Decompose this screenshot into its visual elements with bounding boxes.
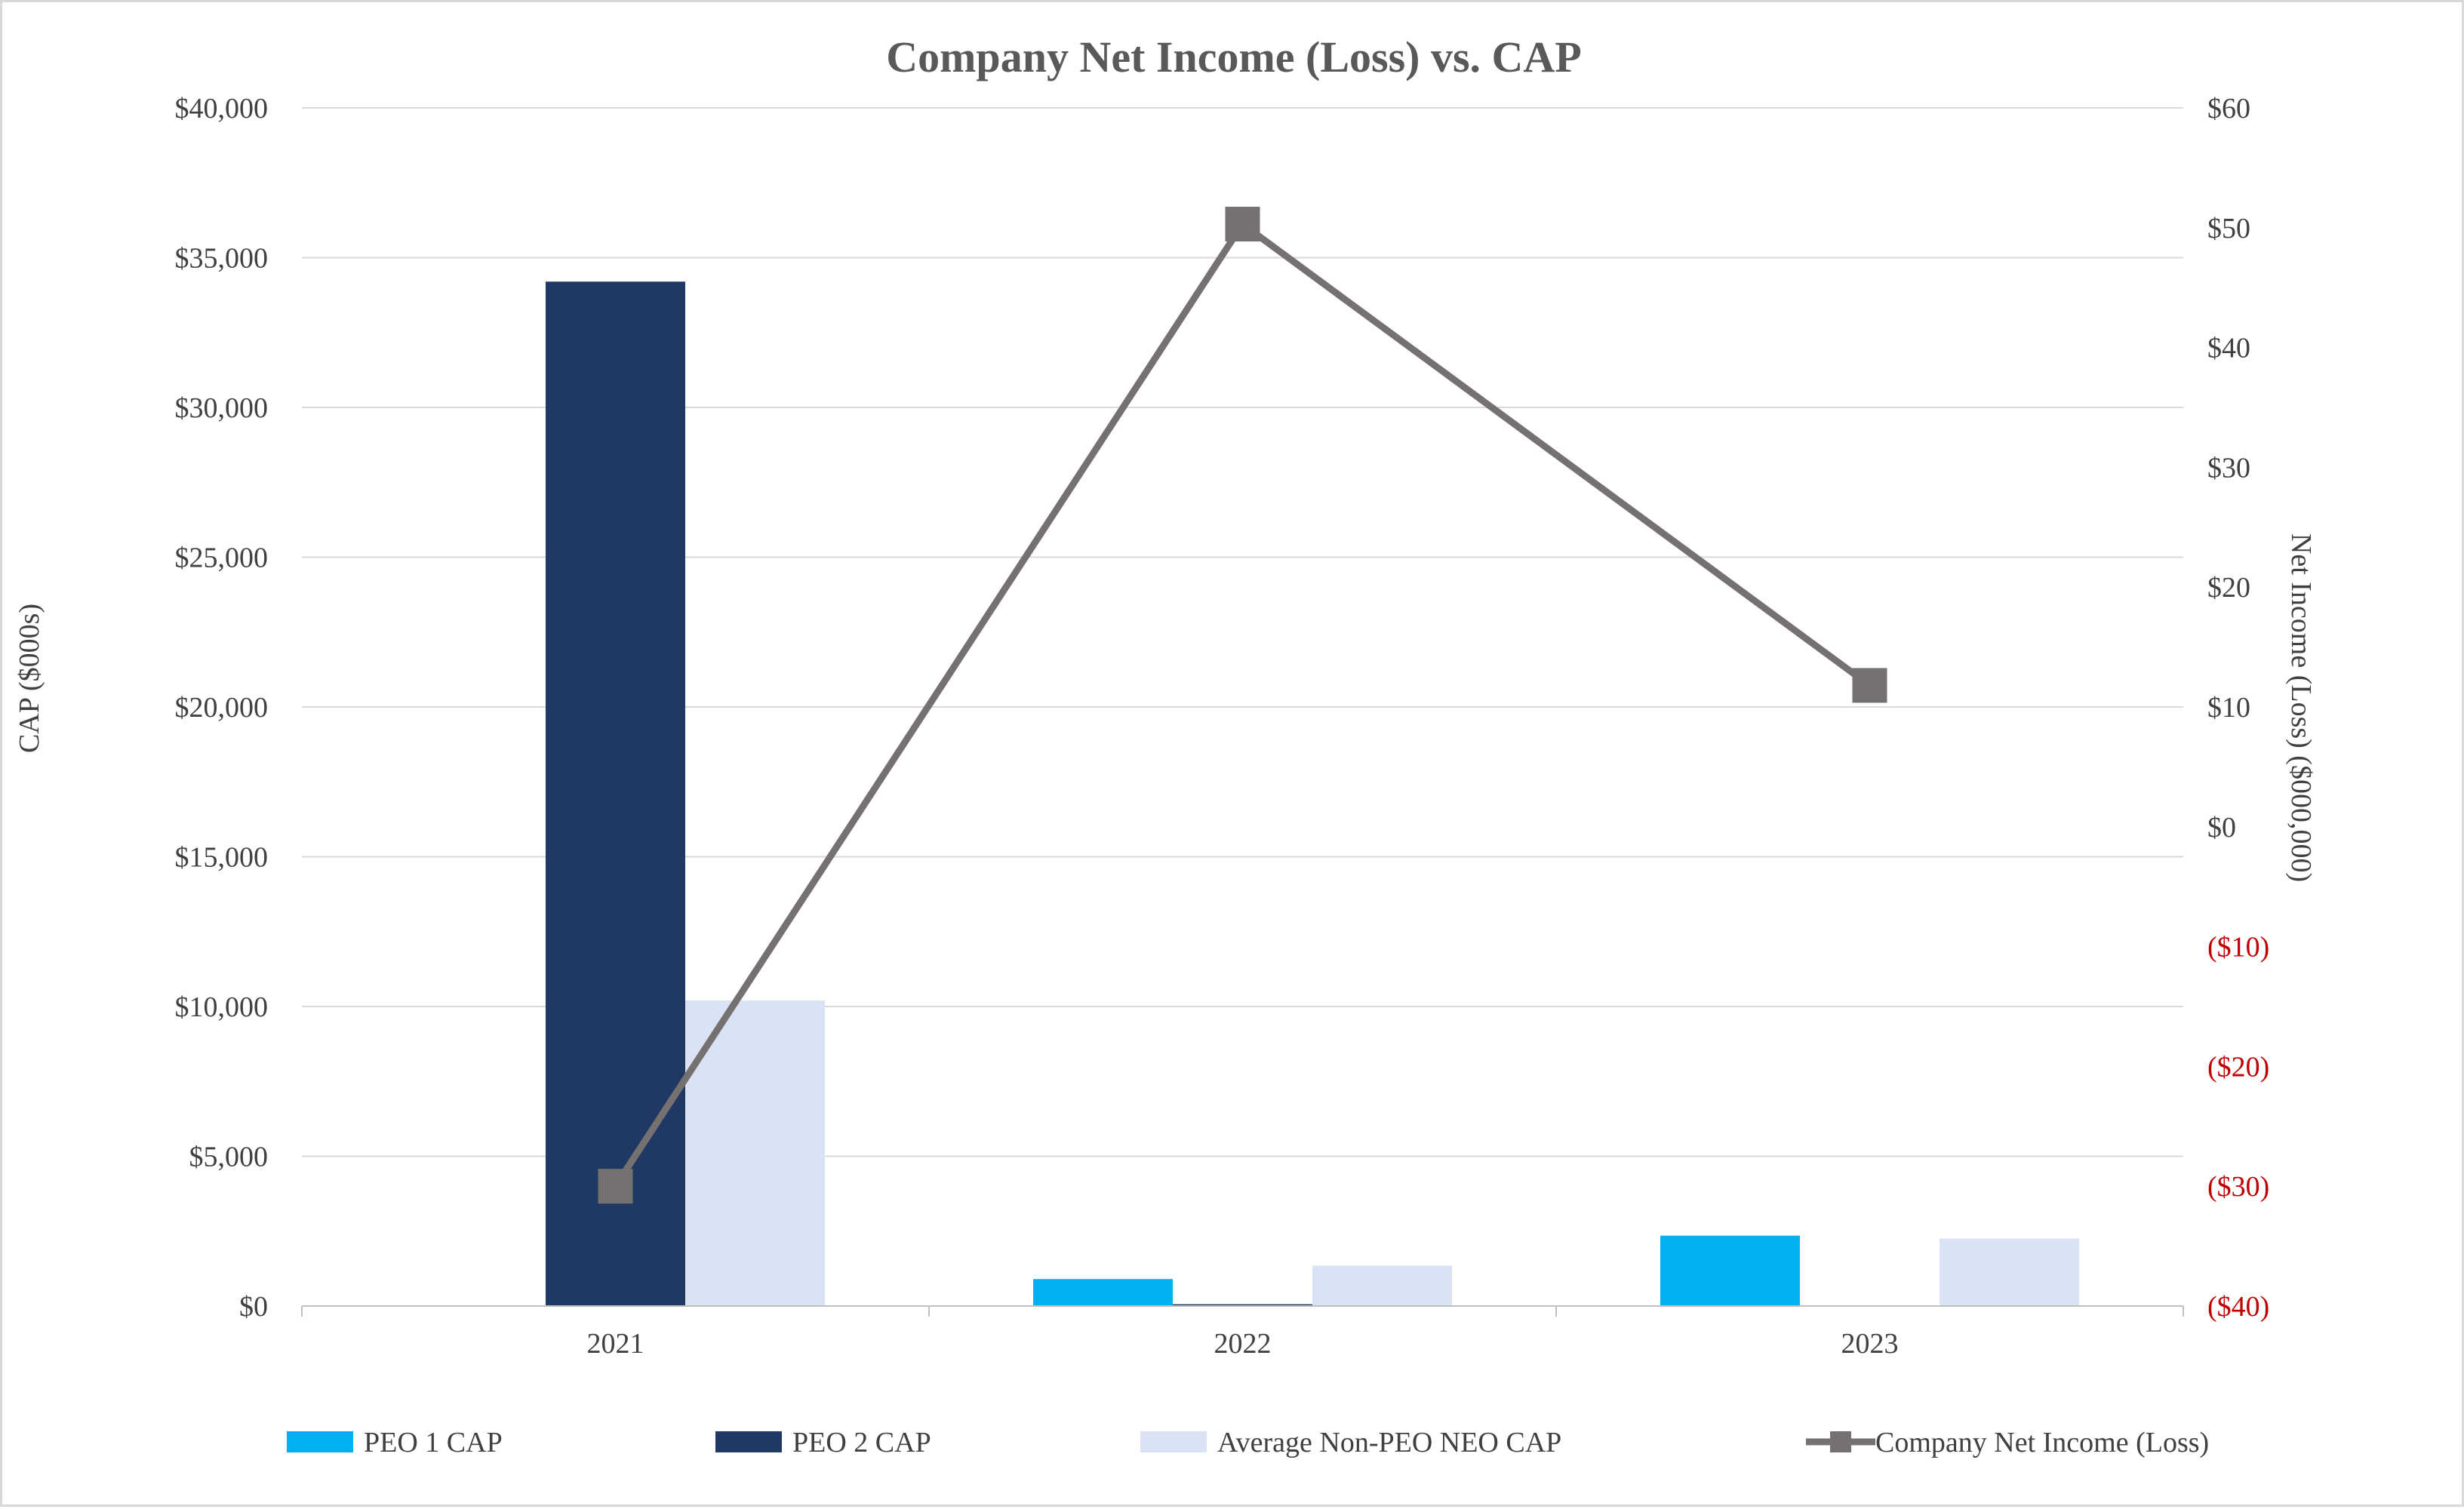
net-income-line bbox=[598, 207, 1887, 1204]
chart-title: Company Net Income (Loss) vs. CAP bbox=[886, 32, 1582, 81]
y-right-tick-label: $40 bbox=[2207, 333, 2250, 364]
legend-label: Average Non-PEO NEO CAP bbox=[1217, 1427, 1561, 1458]
y-left-tick-label: $20,000 bbox=[175, 692, 269, 724]
legend-label: PEO 1 CAP bbox=[364, 1427, 503, 1458]
x-tick-label: 2022 bbox=[1214, 1328, 1272, 1360]
legend-label: PEO 2 CAP bbox=[792, 1427, 931, 1458]
bar bbox=[1312, 1265, 1452, 1306]
bar bbox=[1660, 1235, 1800, 1306]
bar bbox=[1033, 1279, 1173, 1306]
axes: $0 $5,000 $10,000 $15,000 $20,000 $25,000 $30,… bbox=[175, 93, 2270, 1360]
legend-swatch bbox=[715, 1431, 782, 1452]
y-left-tick-label: $0 bbox=[239, 1291, 268, 1323]
y-right-tick-label: $20 bbox=[2207, 572, 2250, 604]
x-tick-label: 2021 bbox=[587, 1328, 644, 1360]
line-marker bbox=[598, 1169, 633, 1204]
bar bbox=[1173, 1304, 1312, 1306]
y-left-tick-label: $15,000 bbox=[175, 842, 269, 874]
y-right-tick-label: $50 bbox=[2207, 213, 2250, 244]
y-left-tick-label: $30,000 bbox=[175, 392, 269, 424]
legend-label: Company Net Income (Loss) bbox=[1875, 1427, 2209, 1458]
y-right-tick-label: $30 bbox=[2207, 452, 2250, 484]
y-left-tick-label: $25,000 bbox=[175, 542, 269, 574]
bar bbox=[546, 281, 685, 1306]
x-tick-label: 2023 bbox=[1841, 1328, 1899, 1360]
y-right-tick-label: ($10) bbox=[2207, 932, 2269, 963]
legend-swatch bbox=[1140, 1431, 1207, 1452]
y-left-tick-label: $10,000 bbox=[175, 991, 269, 1023]
legend-swatch bbox=[287, 1431, 353, 1452]
y-axis-right-label: Net Income (Loss) ($000,000) bbox=[2285, 533, 2317, 882]
bars bbox=[546, 281, 2079, 1306]
bar bbox=[1940, 1238, 2079, 1306]
y-right-tick-label: ($40) bbox=[2207, 1291, 2269, 1323]
legend: PEO 1 CAP PEO 2 CAP Average Non-PEO NEO CA… bbox=[287, 1427, 2209, 1458]
y-axis-left-label: CAP ($000s) bbox=[14, 604, 45, 753]
legend-marker bbox=[1830, 1431, 1851, 1452]
y-left-tick-label: $40,000 bbox=[175, 93, 269, 124]
y-right-tick-label: $60 bbox=[2207, 93, 2250, 124]
y-right-tick-label: $0 bbox=[2207, 812, 2236, 844]
line-marker bbox=[1852, 668, 1887, 703]
y-right-tick-label: $10 bbox=[2207, 692, 2250, 724]
line-marker bbox=[1225, 207, 1260, 242]
y-right-tick-label: ($30) bbox=[2207, 1171, 2269, 1203]
bar bbox=[685, 1000, 825, 1306]
y-left-tick-label: $5,000 bbox=[189, 1142, 269, 1173]
y-right-tick-label: ($20) bbox=[2207, 1051, 2269, 1083]
y-left-tick-label: $35,000 bbox=[175, 243, 269, 275]
